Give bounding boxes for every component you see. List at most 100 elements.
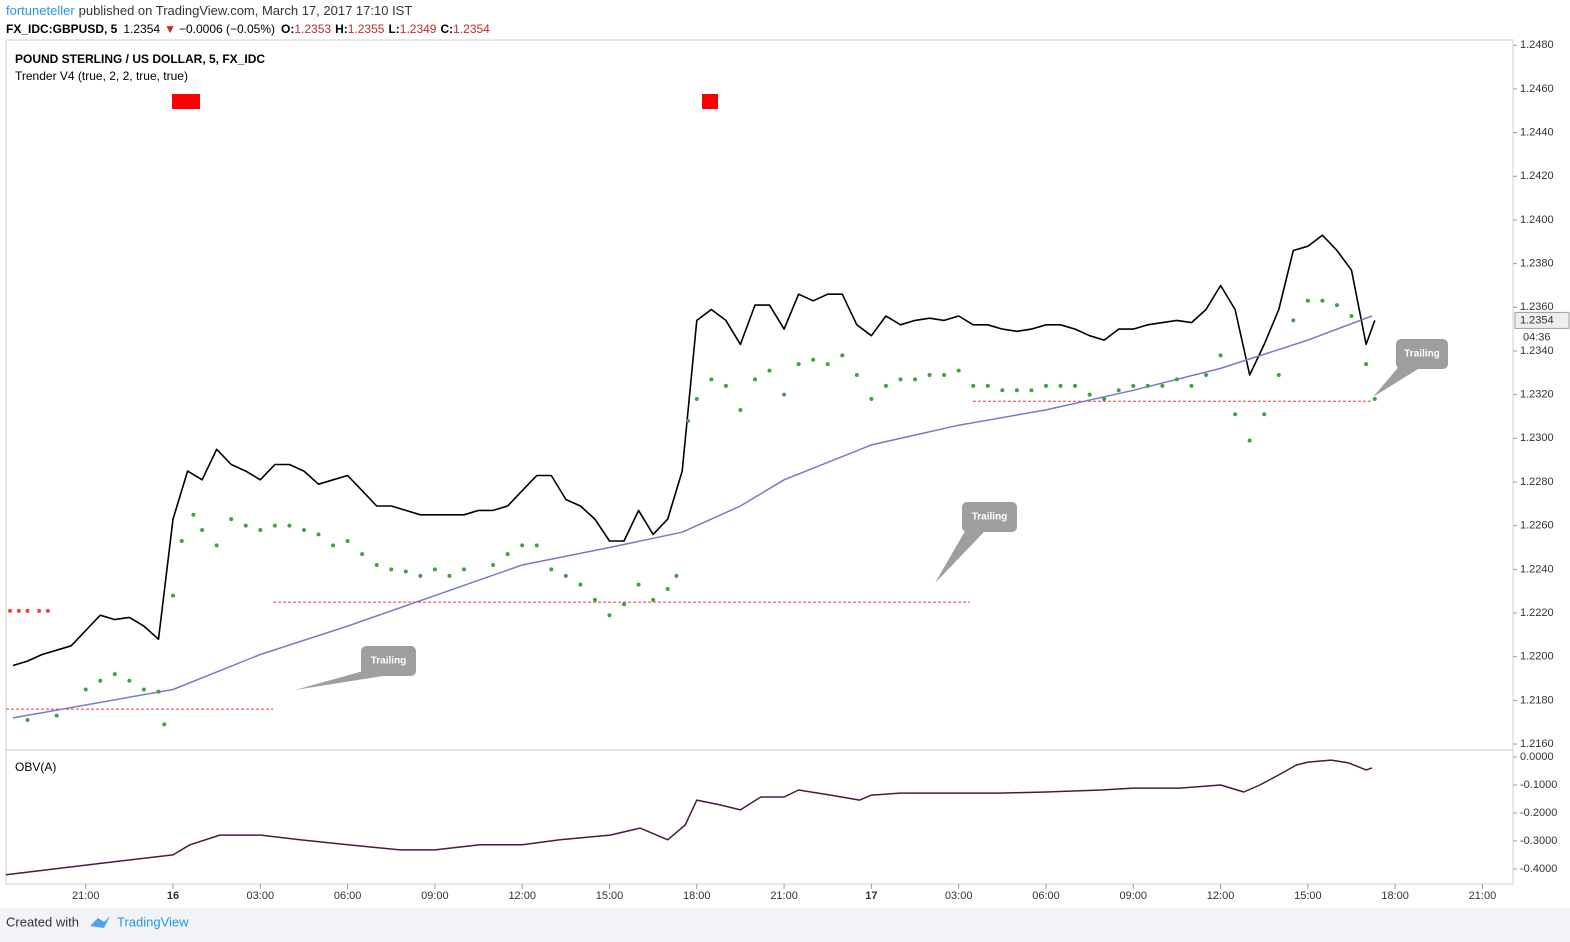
trailing-dot bbox=[331, 543, 336, 548]
trailing-dot bbox=[738, 407, 743, 412]
c-label: C: bbox=[440, 22, 453, 36]
trailing-dot bbox=[258, 528, 263, 533]
trailing-dot bbox=[141, 687, 146, 692]
trailing-dot bbox=[898, 377, 903, 382]
trailing-dot bbox=[665, 587, 670, 592]
trailing-dot bbox=[1233, 412, 1238, 417]
last-price: 1.2354 bbox=[1520, 314, 1554, 326]
x-tick-label: 06:00 bbox=[334, 890, 362, 902]
trailing-dot bbox=[520, 543, 525, 548]
trailing-dot bbox=[1102, 397, 1107, 402]
plot-frame bbox=[5, 39, 1514, 885]
countdown: 04:36 bbox=[1523, 331, 1551, 343]
trailing-dot bbox=[301, 528, 306, 533]
trailing-dot bbox=[971, 383, 976, 388]
y-tick-label: 1.2260 bbox=[1520, 520, 1554, 532]
footer-bar bbox=[0, 908, 1570, 942]
trailing-dot bbox=[389, 567, 394, 572]
o: 1.2353 bbox=[294, 22, 331, 36]
y-tick-label: 1.2460 bbox=[1520, 83, 1554, 95]
y-tick-label: 1.2180 bbox=[1520, 694, 1554, 706]
trailing-dot bbox=[674, 573, 679, 578]
chart-title: POUND STERLING / US DOLLAR, 5, FX_IDC bbox=[15, 52, 265, 66]
y-tick-label: 1.2280 bbox=[1520, 476, 1554, 488]
trailing-dot bbox=[1174, 377, 1179, 382]
x-tick-label: 18:00 bbox=[1381, 890, 1409, 902]
trailing-dot bbox=[447, 573, 452, 578]
trailing-dot bbox=[651, 597, 656, 602]
x-tick-label: 15:00 bbox=[596, 890, 624, 902]
y-tick-label: 1.2440 bbox=[1520, 127, 1554, 139]
trailing-dot bbox=[927, 373, 932, 378]
l: 1.2349 bbox=[400, 22, 437, 36]
x-tick-label: 21:00 bbox=[1469, 890, 1497, 902]
trailing-dot bbox=[549, 567, 554, 572]
trailing-dot bbox=[1145, 383, 1150, 388]
trailing-dot bbox=[287, 523, 292, 528]
trailing-dot bbox=[200, 528, 205, 533]
y-tick-label: 1.2400 bbox=[1520, 214, 1554, 226]
trailing-dot bbox=[854, 373, 859, 378]
x-tick-label: 03:00 bbox=[247, 890, 275, 902]
trailing-dot bbox=[1058, 383, 1063, 388]
trailing-dot bbox=[592, 597, 597, 602]
symbol: FX_IDC:GBPUSD, 5 bbox=[6, 22, 118, 36]
trailing-dot bbox=[956, 368, 961, 373]
y-tick-label: 1.2160 bbox=[1520, 738, 1554, 750]
x-tick-label: 12:00 bbox=[1207, 890, 1235, 902]
trailing-dot bbox=[1131, 383, 1136, 388]
trailing-dot bbox=[8, 608, 13, 613]
trailing-dot bbox=[25, 608, 30, 613]
trailing-dot bbox=[1218, 353, 1223, 358]
y-tick-label: 1.2340 bbox=[1520, 345, 1554, 357]
footer-brand[interactable]: TradingView bbox=[117, 914, 189, 929]
x-tick-label: 15:00 bbox=[1294, 890, 1322, 902]
callout bbox=[361, 646, 416, 676]
h-label: H: bbox=[335, 22, 348, 36]
trailing-dot bbox=[578, 582, 583, 587]
y-tick-label: -0.2000 bbox=[1520, 807, 1557, 819]
trailing-dot bbox=[811, 357, 816, 362]
trailing-dot bbox=[156, 689, 161, 694]
trailing-dot bbox=[272, 523, 277, 528]
callout-pointer bbox=[935, 526, 984, 583]
x-tick-label: 16 bbox=[167, 890, 179, 902]
price-line bbox=[12, 234, 1376, 667]
x-tick-label: 21:00 bbox=[770, 890, 798, 902]
trailing-dot bbox=[1029, 388, 1034, 393]
author[interactable]: fortuneteller bbox=[6, 3, 75, 18]
trailing-dot bbox=[54, 713, 59, 718]
trailing-dot bbox=[45, 608, 50, 613]
trailing-dot bbox=[374, 562, 379, 567]
trailing-dot bbox=[913, 377, 918, 382]
y-tick-label: -0.4000 bbox=[1520, 863, 1557, 875]
trailing-dot bbox=[171, 593, 176, 598]
trailing-dot bbox=[1291, 318, 1296, 323]
y-tick-label: 1.2220 bbox=[1520, 607, 1554, 619]
trailing-dot bbox=[16, 608, 21, 613]
x-tick-label: 21:00 bbox=[72, 890, 100, 902]
trailing-dot bbox=[1014, 388, 1019, 393]
trailing-dot bbox=[1262, 412, 1267, 417]
trailing-dot bbox=[1276, 373, 1281, 378]
trailing-dot bbox=[607, 613, 612, 618]
trailing-dot bbox=[1349, 314, 1354, 319]
y-tick-label: 0.0000 bbox=[1520, 751, 1554, 763]
trailing-dot bbox=[491, 562, 496, 567]
header-line-1: fortuneteller published on TradingView.co… bbox=[6, 3, 412, 18]
trailing-dot bbox=[25, 718, 30, 723]
callout bbox=[1396, 339, 1448, 369]
trailing-dot bbox=[345, 538, 350, 543]
trailing-dot bbox=[505, 552, 510, 557]
y-tick-label: 1.2380 bbox=[1520, 258, 1554, 270]
h: 1.2355 bbox=[348, 22, 385, 36]
brand-logo bbox=[90, 916, 110, 928]
x-tick-label: 09:00 bbox=[1120, 890, 1148, 902]
signal-marker bbox=[172, 94, 200, 109]
callout-pointer bbox=[1373, 363, 1418, 397]
obv-line bbox=[5, 759, 1373, 876]
moving-average bbox=[12, 315, 1373, 719]
trailing-dot bbox=[752, 377, 757, 382]
